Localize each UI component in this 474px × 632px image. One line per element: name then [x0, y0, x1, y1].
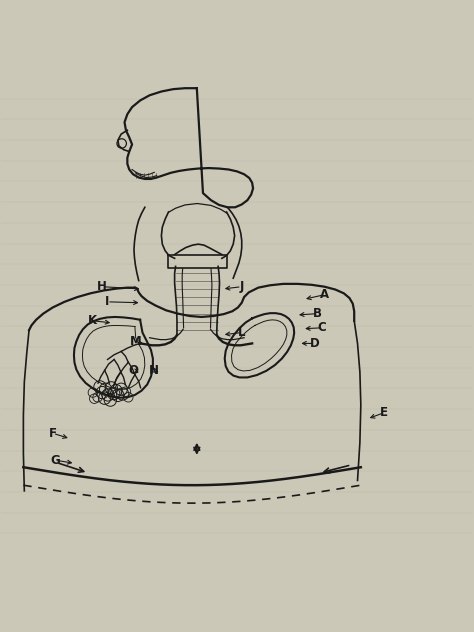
Text: L: L [238, 326, 246, 339]
Text: G: G [50, 454, 60, 466]
Text: M: M [129, 336, 141, 348]
Text: I: I [105, 295, 109, 308]
Text: D: D [310, 337, 320, 350]
Text: C: C [318, 321, 327, 334]
Text: O: O [128, 364, 138, 377]
Text: N: N [149, 364, 159, 377]
Text: E: E [380, 406, 388, 420]
Text: H: H [97, 280, 107, 293]
Text: K: K [88, 314, 98, 327]
Text: A: A [320, 288, 329, 301]
Text: J: J [239, 280, 244, 293]
Text: B: B [313, 307, 322, 320]
Text: F: F [49, 427, 57, 440]
